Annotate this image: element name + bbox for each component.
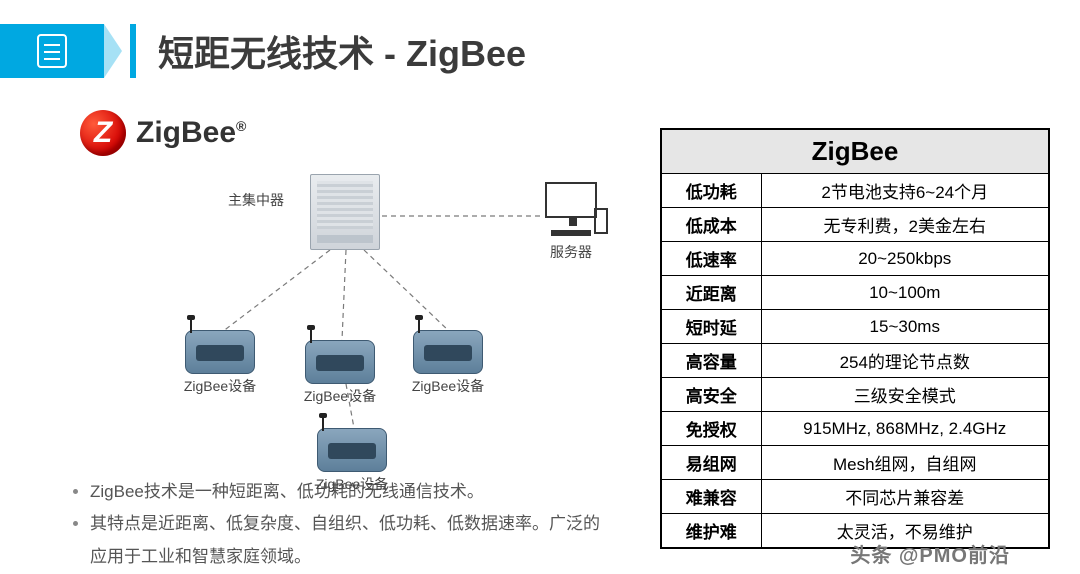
- spec-value: 10~100m: [761, 276, 1049, 310]
- table-row: 短时延15~30ms: [661, 310, 1049, 344]
- monitor-icon: [545, 182, 597, 218]
- spec-key: 低速率: [661, 242, 761, 276]
- spec-value: 254的理论节点数: [761, 344, 1049, 378]
- server-label: 服务器: [536, 242, 606, 262]
- spec-value: 15~30ms: [761, 310, 1049, 344]
- zigbee-wordmark: ZigBee®: [136, 116, 246, 150]
- device-icon: [305, 340, 375, 384]
- left-column: Z ZigBee® 主集中器: [70, 110, 610, 573]
- spec-key: 维护难: [661, 514, 761, 549]
- zigbee-badge-icon: Z: [80, 110, 126, 156]
- spec-key: 易组网: [661, 446, 761, 480]
- device-label: ZigBee设备: [175, 376, 265, 396]
- spec-value: 915MHz, 868MHz, 2.4GHz: [761, 412, 1049, 446]
- table-row: 低功耗2节电池支持6~24个月: [661, 174, 1049, 208]
- device-label: ZigBee设备: [295, 386, 385, 406]
- device-label: ZigBee设备: [307, 474, 397, 494]
- keyboard-icon: [551, 230, 591, 236]
- table-title: ZigBee: [661, 129, 1049, 174]
- table-row: 低速率20~250kbps: [661, 242, 1049, 276]
- spec-key: 短时延: [661, 310, 761, 344]
- device-icon: [317, 428, 387, 472]
- content-area: Z ZigBee® 主集中器: [70, 110, 1050, 564]
- hub-icon: [310, 174, 380, 250]
- header-badge: [0, 24, 104, 78]
- table-row: 难兼容不同芯片兼容差: [661, 480, 1049, 514]
- spec-key: 难兼容: [661, 480, 761, 514]
- spec-value: 2节电池支持6~24个月: [761, 174, 1049, 208]
- server-icon: 服务器: [536, 182, 606, 262]
- table-row: 近距离10~100m: [661, 276, 1049, 310]
- page-title: 短距无线技术 - ZigBee: [130, 24, 526, 78]
- zigbee-device: ZigBee设备: [185, 330, 265, 396]
- zigbee-device: ZigBee设备: [413, 330, 493, 396]
- document-icon: [37, 34, 67, 68]
- table-row: 高安全三级安全模式: [661, 378, 1049, 412]
- spec-value: 无专利费，2美金左右: [761, 208, 1049, 242]
- bullet-item: 其特点是近距离、低复杂度、自组织、低功耗、低数据速率。广泛的应用于工业和智慧家庭…: [90, 508, 610, 573]
- zigbee-device: ZigBee设备: [317, 428, 397, 494]
- table-row: 免授权915MHz, 868MHz, 2.4GHz: [661, 412, 1049, 446]
- spec-key: 高容量: [661, 344, 761, 378]
- spec-key: 低功耗: [661, 174, 761, 208]
- watermark: 头条 @PMO前沿: [850, 539, 1010, 568]
- slide-header: 短距无线技术 - ZigBee: [0, 0, 1080, 90]
- spec-key: 低成本: [661, 208, 761, 242]
- table-row: 低成本无专利费，2美金左右: [661, 208, 1049, 242]
- zigbee-device: ZigBee设备: [305, 340, 385, 406]
- device-icon: [413, 330, 483, 374]
- spec-table: ZigBee 低功耗2节电池支持6~24个月低成本无专利费，2美金左右低速率20…: [660, 128, 1050, 549]
- spec-value: 20~250kbps: [761, 242, 1049, 276]
- device-icon: [185, 330, 255, 374]
- table-row: 易组网Mesh组网，自组网: [661, 446, 1049, 480]
- hub-label: 主集中器: [228, 190, 284, 210]
- device-label: ZigBee设备: [403, 376, 493, 396]
- spec-value: 三级安全模式: [761, 378, 1049, 412]
- spec-key: 高安全: [661, 378, 761, 412]
- zigbee-word: ZigBee: [136, 116, 236, 149]
- table-row: 高容量254的理论节点数: [661, 344, 1049, 378]
- network-topology-diagram: 主集中器 服务器 ZigBee设备ZigBee设备ZigBee设备ZigBee设…: [70, 162, 610, 472]
- pc-tower-icon: [594, 208, 608, 234]
- spec-value: 不同芯片兼容差: [761, 480, 1049, 514]
- zigbee-logo: Z ZigBee®: [80, 110, 610, 156]
- registered-mark: ®: [236, 118, 246, 134]
- spec-value: Mesh组网，自组网: [761, 446, 1049, 480]
- spec-key: 近距离: [661, 276, 761, 310]
- spec-key: 免授权: [661, 412, 761, 446]
